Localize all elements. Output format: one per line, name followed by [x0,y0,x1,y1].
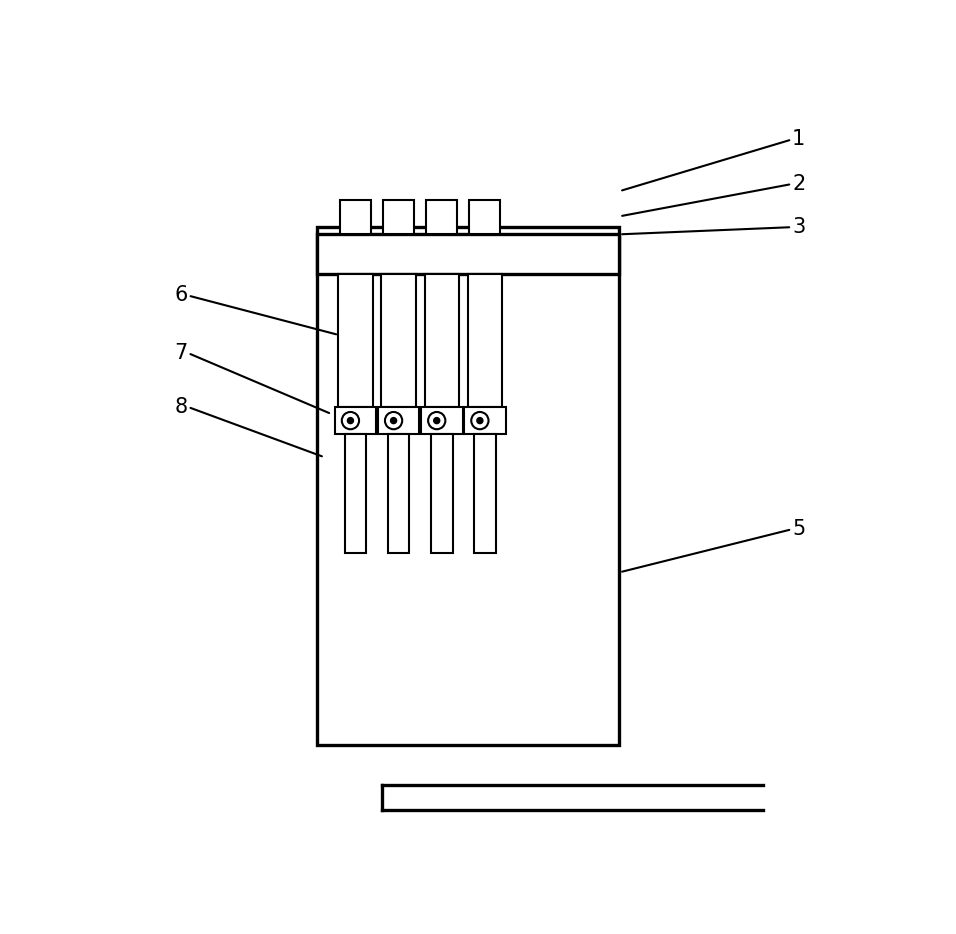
Bar [464,407,506,434]
Bar [424,274,459,407]
Bar [426,200,457,234]
Bar [467,274,502,407]
Circle shape [347,417,354,424]
Bar [317,234,619,274]
Bar [469,200,500,234]
Bar [383,200,414,234]
Text: 2: 2 [792,174,805,194]
Bar [378,407,420,434]
Text: 1: 1 [792,130,805,149]
Text: 8: 8 [175,397,188,417]
Circle shape [477,417,483,424]
Bar [421,407,463,434]
Bar [335,407,377,434]
Bar [338,274,373,407]
Bar [474,434,496,553]
Bar [431,434,452,553]
Circle shape [391,417,397,424]
Text: 6: 6 [175,286,188,305]
Text: 3: 3 [792,217,805,237]
Bar [317,227,619,745]
Bar [340,200,371,234]
Bar [388,434,409,553]
Bar [345,434,366,553]
Text: 5: 5 [792,519,805,539]
Bar [381,274,416,407]
Circle shape [434,417,440,424]
Text: 7: 7 [175,343,188,363]
